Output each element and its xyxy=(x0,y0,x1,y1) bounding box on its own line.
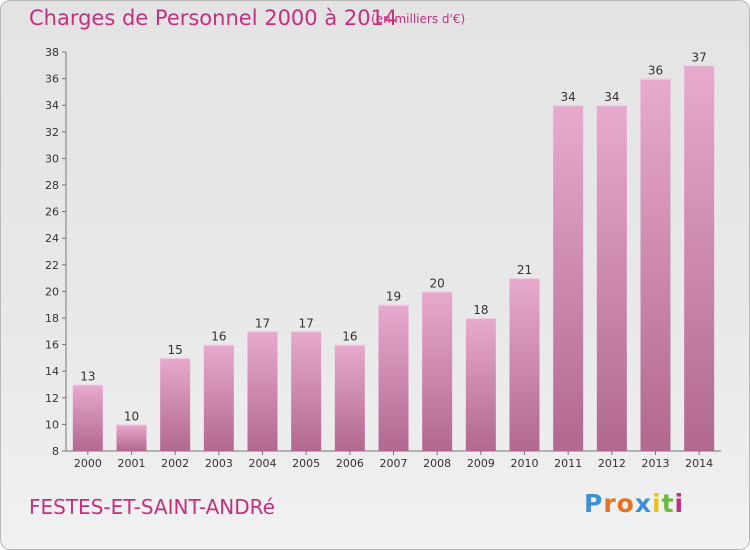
x-tick-label-2013: 2013 xyxy=(642,457,670,470)
commune-name: FESTES-ET-SAINT-ANDRé xyxy=(29,495,275,519)
y-tick-label: 30 xyxy=(45,152,59,165)
bar-2003 xyxy=(203,344,234,451)
y-tick-label: 22 xyxy=(45,259,59,272)
logo-letter: P xyxy=(584,489,604,518)
x-tick-label-2002: 2002 xyxy=(161,457,189,470)
y-tick-label: 10 xyxy=(45,418,59,431)
value-label-2005: 17 xyxy=(299,316,314,330)
bar-2011 xyxy=(553,105,584,451)
x-tick-label-2003: 2003 xyxy=(205,457,233,470)
y-tick-label: 12 xyxy=(45,392,59,405)
value-label-2010: 21 xyxy=(517,263,532,277)
logo-letter: i xyxy=(652,489,662,518)
x-tick-label-2012: 2012 xyxy=(598,457,626,470)
x-tick-label-2000: 2000 xyxy=(74,457,102,470)
y-tick-label: 26 xyxy=(45,206,59,219)
bar-2005 xyxy=(291,331,322,451)
logo-letter: o xyxy=(616,489,635,518)
chart-title: Charges de Personnel 2000 à 2014 xyxy=(29,6,398,30)
chart-subtitle: (en milliers d'€) xyxy=(371,12,466,26)
y-tick-label: 34 xyxy=(45,99,59,112)
y-tick-label: 24 xyxy=(45,232,59,245)
logo-letter: x xyxy=(634,489,652,518)
x-tick-label-2005: 2005 xyxy=(292,457,320,470)
y-tick-label: 8 xyxy=(52,445,59,458)
value-label-2000: 13 xyxy=(80,370,95,384)
bar-2006 xyxy=(334,344,365,451)
y-tick-label: 38 xyxy=(45,46,59,59)
x-tick-label-2001: 2001 xyxy=(118,457,146,470)
proxiti-logo: Proxiti xyxy=(584,489,684,518)
bar-2007 xyxy=(378,304,409,451)
bar-2000 xyxy=(72,384,103,451)
value-label-2007: 19 xyxy=(386,290,401,304)
value-label-2003: 16 xyxy=(211,330,226,344)
logo-letter: i xyxy=(674,489,685,518)
x-tick-label-2004: 2004 xyxy=(249,457,277,470)
axes: 8 10 12 14 16 18 20 22 24 26 28 30 32 34 36 38 2000 2001 2… xyxy=(45,46,721,470)
bar-2004 xyxy=(247,331,278,451)
x-tick-label-2009: 2009 xyxy=(467,457,495,470)
bars: 13 10 15 16 17 17 16 19 20 18 21 34 34 36 37 xyxy=(72,50,715,452)
bar-2001 xyxy=(116,424,147,451)
bar-2014 xyxy=(684,65,715,452)
y-tick-label: 14 xyxy=(45,365,59,378)
x-tick-label-2010: 2010 xyxy=(511,457,539,470)
value-label-2013: 36 xyxy=(648,64,663,78)
value-label-2012: 34 xyxy=(604,90,619,104)
bar-2010 xyxy=(509,278,540,451)
logo-letter: r xyxy=(603,489,617,518)
bar-2012 xyxy=(596,105,627,451)
value-label-2008: 20 xyxy=(430,276,445,290)
bar-2013 xyxy=(640,78,671,451)
value-label-2009: 18 xyxy=(473,303,488,317)
x-tick-label-2007: 2007 xyxy=(380,457,408,470)
x-tick-label-2011: 2011 xyxy=(554,457,582,470)
y-tick-label: 36 xyxy=(45,73,59,86)
bar-2008 xyxy=(422,291,453,451)
logo-letter: t xyxy=(661,489,675,518)
value-label-2011: 34 xyxy=(561,90,576,104)
y-tick-label: 16 xyxy=(45,339,59,352)
x-tick-label-2006: 2006 xyxy=(336,457,364,470)
y-tick-label: 28 xyxy=(45,179,59,192)
value-label-2014: 37 xyxy=(692,50,707,64)
value-label-2002: 15 xyxy=(168,343,183,357)
y-tick-label: 32 xyxy=(45,126,59,139)
bar-2009 xyxy=(465,318,496,451)
y-tick-label: 20 xyxy=(45,285,59,298)
bar-2002 xyxy=(160,357,191,451)
value-label-2001: 10 xyxy=(124,409,139,423)
x-tick-label-2014: 2014 xyxy=(685,457,713,470)
y-tick-label: 18 xyxy=(45,312,59,325)
x-tick-label-2008: 2008 xyxy=(423,457,451,470)
value-label-2006: 16 xyxy=(342,330,357,344)
value-label-2004: 17 xyxy=(255,316,270,330)
